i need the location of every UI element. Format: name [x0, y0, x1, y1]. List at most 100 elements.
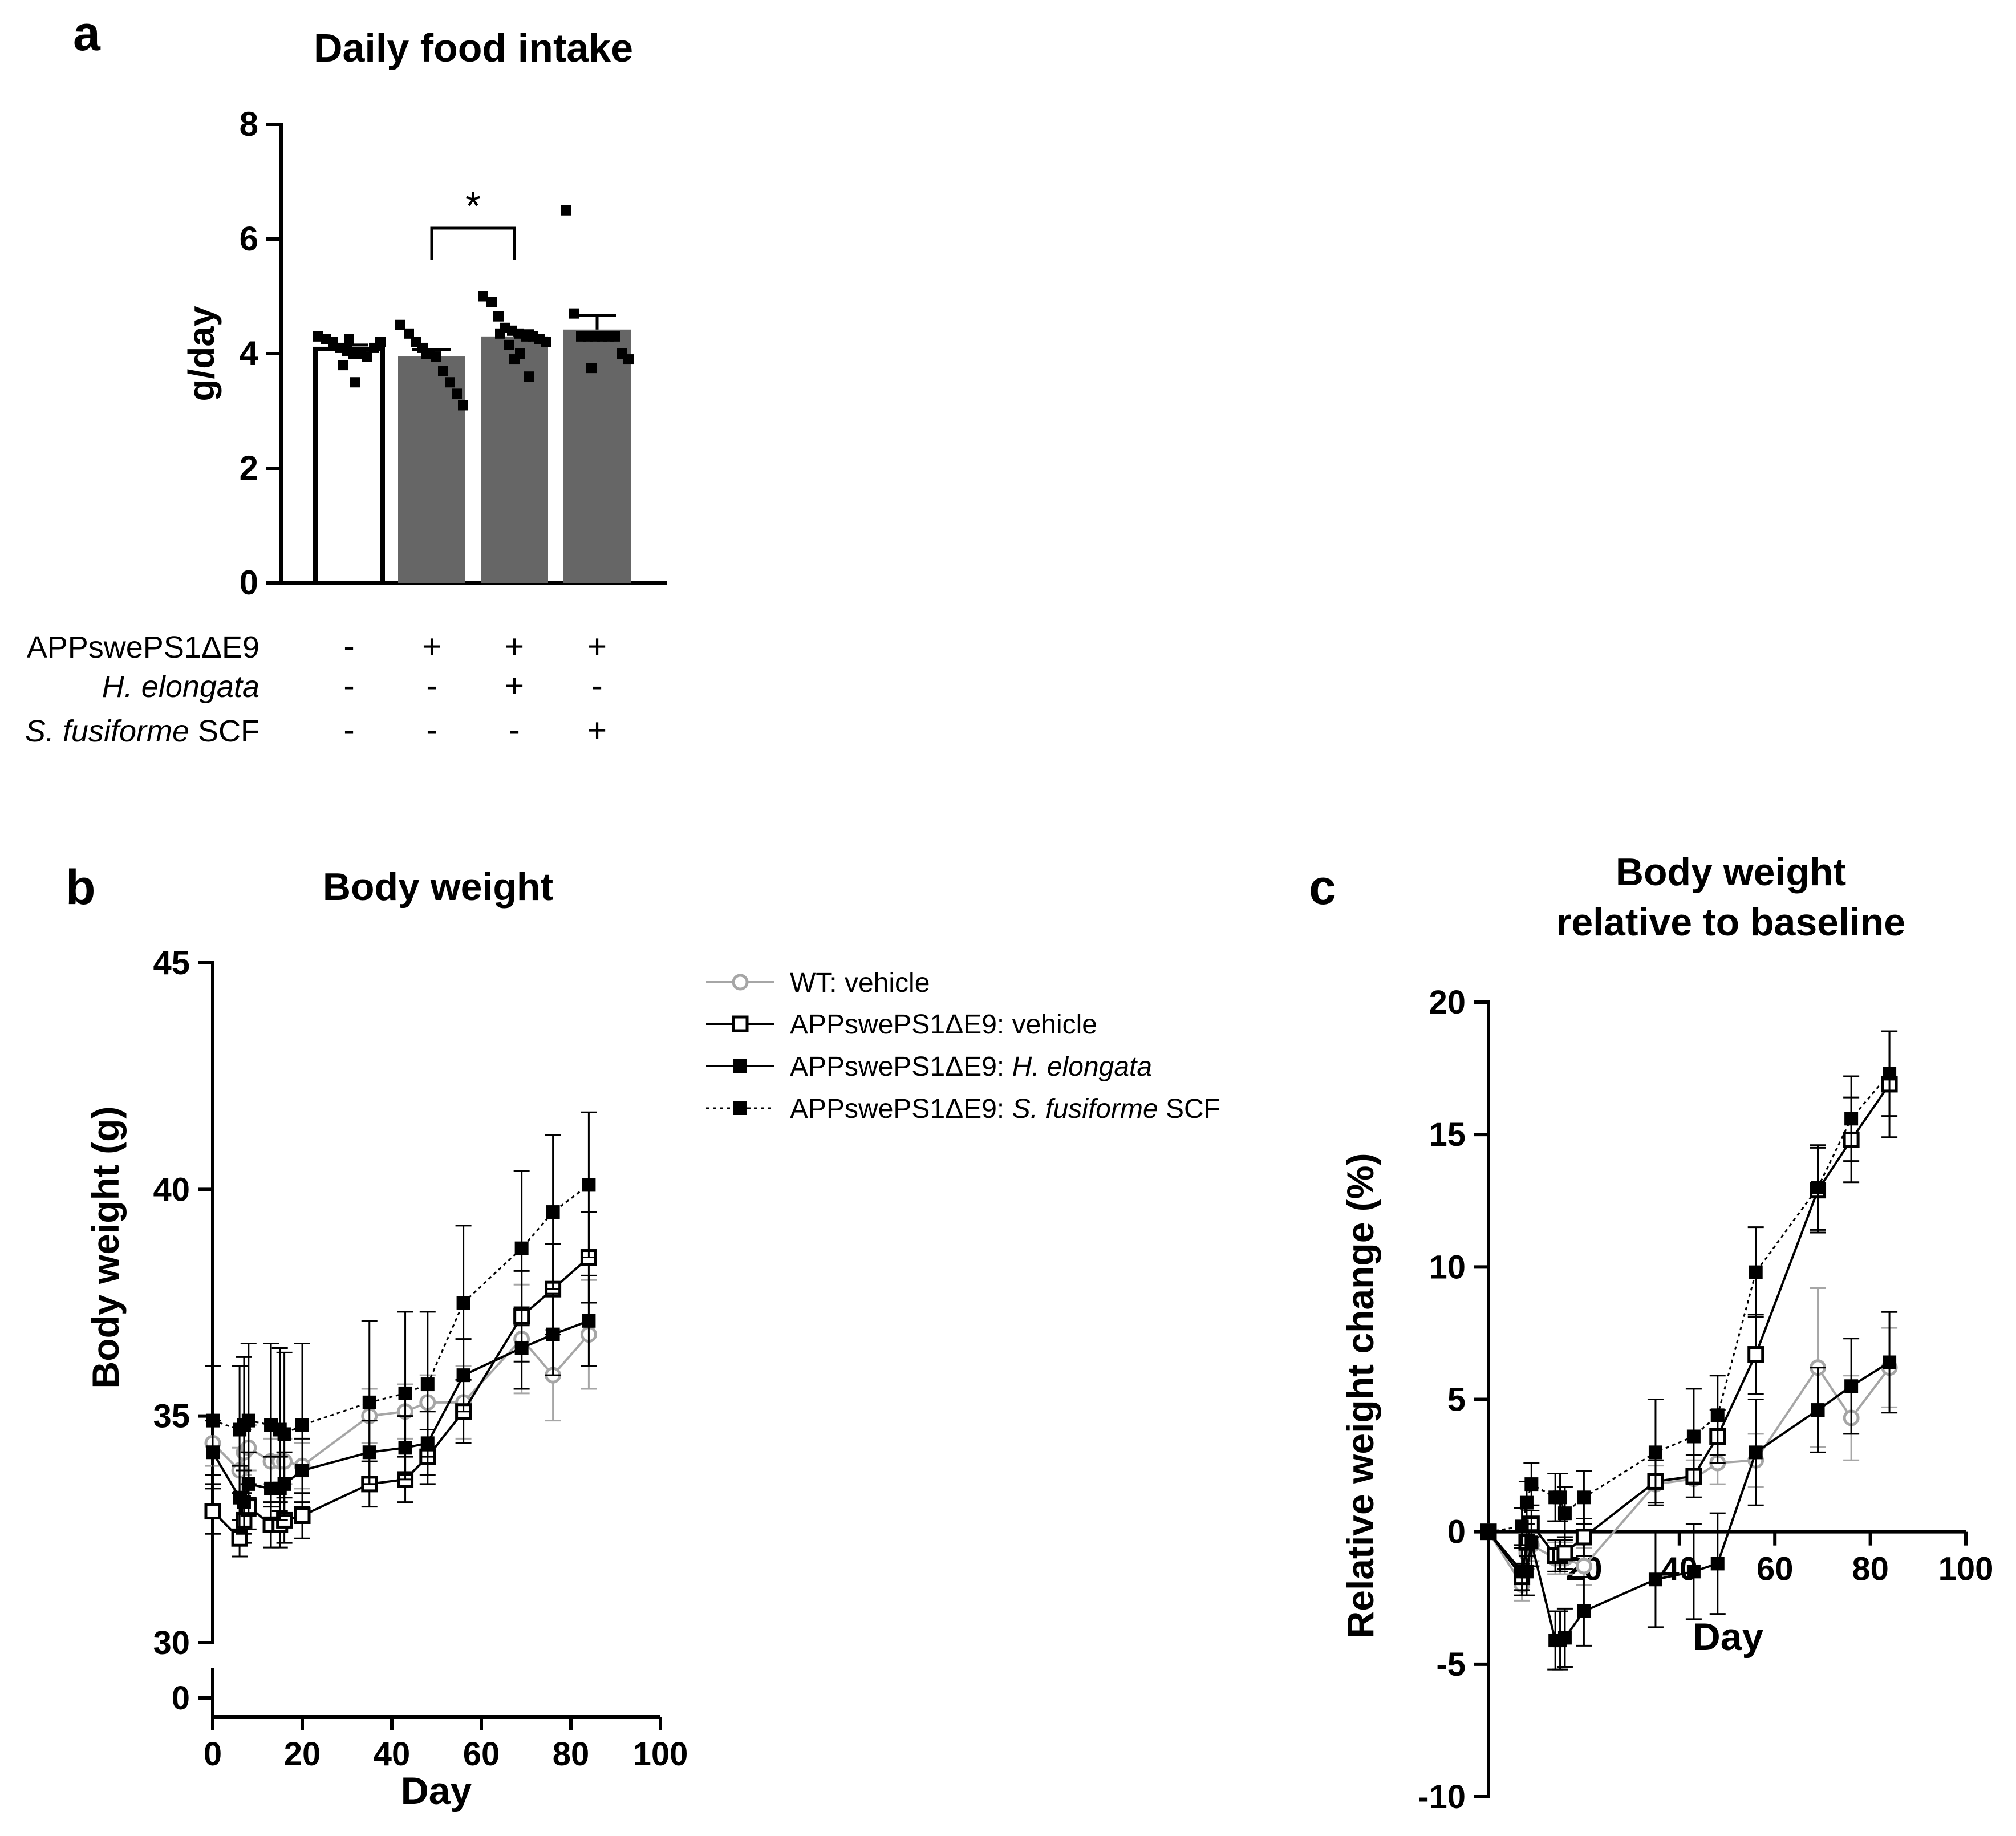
series-relative-weight [1480, 1030, 1898, 1671]
y-tick-label-c: 0 [1447, 1514, 1466, 1551]
x-tick-label-b: 60 [463, 1736, 500, 1773]
y-tick-label-b: 45 [153, 945, 190, 982]
y-tick-label-c: 10 [1429, 1249, 1466, 1286]
y-tick-label-a: 8 [240, 105, 258, 143]
data-point [495, 328, 505, 339]
x-tick-label-c: 100 [1938, 1551, 1994, 1588]
condition-mark: - [343, 667, 354, 704]
b-marker [546, 1327, 560, 1341]
b-marker [514, 1241, 529, 1255]
c-marker [1811, 1181, 1825, 1195]
condition-label: S. fusiforme SCF [25, 714, 259, 748]
c-marker [1844, 1379, 1859, 1393]
c-marker [1519, 1565, 1534, 1579]
y-tick-label-c: 5 [1447, 1381, 1466, 1418]
data-point [452, 388, 462, 399]
condition-label: APPswePS1ΔE9 [27, 630, 259, 664]
y-tick-label-c: -5 [1436, 1646, 1466, 1683]
significance-star: * [465, 184, 481, 228]
c-marker [1556, 1545, 1573, 1562]
data-point [395, 319, 405, 330]
condition-name: APPswePS1ΔE9 [27, 630, 259, 664]
y-tick-label-c: 20 [1429, 984, 1466, 1021]
legend-label-suffix: SCF [1158, 1094, 1220, 1124]
b-marker [277, 1427, 291, 1441]
y-tick-label-b: 30 [153, 1624, 190, 1661]
y-tick-label-a: 2 [240, 449, 258, 487]
c-marker [1577, 1490, 1591, 1505]
c-marker [1747, 1346, 1764, 1363]
data-point [404, 328, 414, 339]
c-marker [1557, 1631, 1572, 1645]
condition-table: APPswePS1ΔE9- + + +H. elongata - - + -S. fusifo… [25, 628, 607, 749]
c-marker [1749, 1445, 1763, 1460]
data-point [362, 351, 372, 362]
c-marker [1524, 1535, 1539, 1550]
x-tick-label-b: 0 [204, 1736, 222, 1773]
y-axis-label-relative-change: Relative weight change (%) [1339, 1153, 1381, 1639]
x-tick-label-b: 20 [284, 1736, 321, 1773]
data-point [421, 348, 431, 359]
x-axis-label-day-c: Day [1693, 1615, 1764, 1659]
b-marker [546, 1205, 560, 1219]
b-marker [420, 1377, 435, 1392]
c-marker [1524, 1477, 1539, 1492]
chart-title-food-intake: Daily food intake [314, 26, 633, 70]
condition-mark: - [426, 667, 437, 704]
points-food-intake [313, 205, 634, 411]
x-tick-label-b: 80 [553, 1736, 590, 1773]
panel-label-c: c [1309, 860, 1336, 915]
c-marker [1811, 1403, 1825, 1417]
data-point [541, 337, 551, 347]
c-marker [1577, 1604, 1591, 1618]
panel-c-relative-weight: c Body weight relative to baseline Relat… [1309, 850, 1993, 1815]
data-point [586, 363, 597, 374]
b-marker [241, 1413, 255, 1428]
panel-a-food-intake: a Daily food intake g/day 0 2 4 6 8 * APPswe… [25, 6, 667, 749]
y-tick-label-a: 0 [240, 564, 258, 602]
data-point [350, 377, 360, 388]
data-point [375, 337, 386, 347]
data-point [524, 371, 534, 382]
legend-marker [733, 1101, 747, 1115]
b-marker [295, 1418, 309, 1432]
data-point [486, 297, 497, 307]
condition-name-italic: S. fusiforme [25, 714, 189, 748]
c-line [1488, 1073, 1891, 1533]
b-marker [514, 1341, 529, 1355]
c-marker [1686, 1565, 1701, 1579]
legend-label-plain: APPswePS1ΔE9: [790, 1094, 1012, 1124]
c-marker [1575, 1529, 1592, 1546]
panel-label-a: a [73, 6, 101, 61]
panel-b-body-weight: b Body weight Body weight (g) Day 30 35 40… [66, 860, 1220, 1813]
condition-mark: + [422, 628, 441, 665]
legend: WT: vehicle APPswePS1ΔE9: vehicle APPswePS… [706, 968, 1220, 1124]
condition-mark: + [587, 712, 607, 749]
c-marker [1648, 1445, 1662, 1460]
x-tick-label-b: 100 [633, 1736, 688, 1773]
legend-label: APPswePS1ΔE9: S. fusiforme SCF [790, 1094, 1220, 1124]
data-point [569, 308, 579, 319]
c-marker [1557, 1506, 1572, 1521]
chart-title-relative-line1: Body weight [1616, 850, 1846, 894]
y-tick-label-c: -10 [1418, 1778, 1466, 1815]
c-marker [1648, 1572, 1662, 1587]
chart-title-body-weight: Body weight [323, 865, 553, 909]
b-marker [206, 1413, 220, 1428]
axes-relative-weight: -10-50510152020406080100 [1418, 984, 1993, 1815]
y-tick-label-b-zero: 0 [172, 1680, 190, 1717]
condition-mark: + [587, 628, 607, 665]
legend-label-plain: APPswePS1ΔE9: [790, 1052, 1012, 1082]
legend-label: WT: vehicle [790, 968, 930, 998]
data-point [504, 339, 514, 350]
condition-label: H. elongata [102, 670, 259, 704]
chart-title-relative-line2: relative to baseline [1556, 901, 1905, 944]
y-axis-label-g-per-day: g/day [181, 306, 222, 402]
panel-label-b: b [66, 860, 96, 915]
significance-bracket: * [430, 184, 516, 260]
legend-label-italic: S. fusiforme [1012, 1094, 1158, 1124]
c-marker [1575, 1558, 1592, 1575]
c-marker [1686, 1429, 1701, 1444]
c-series-1 [1480, 1030, 1898, 1591]
c-marker [1482, 1525, 1495, 1539]
